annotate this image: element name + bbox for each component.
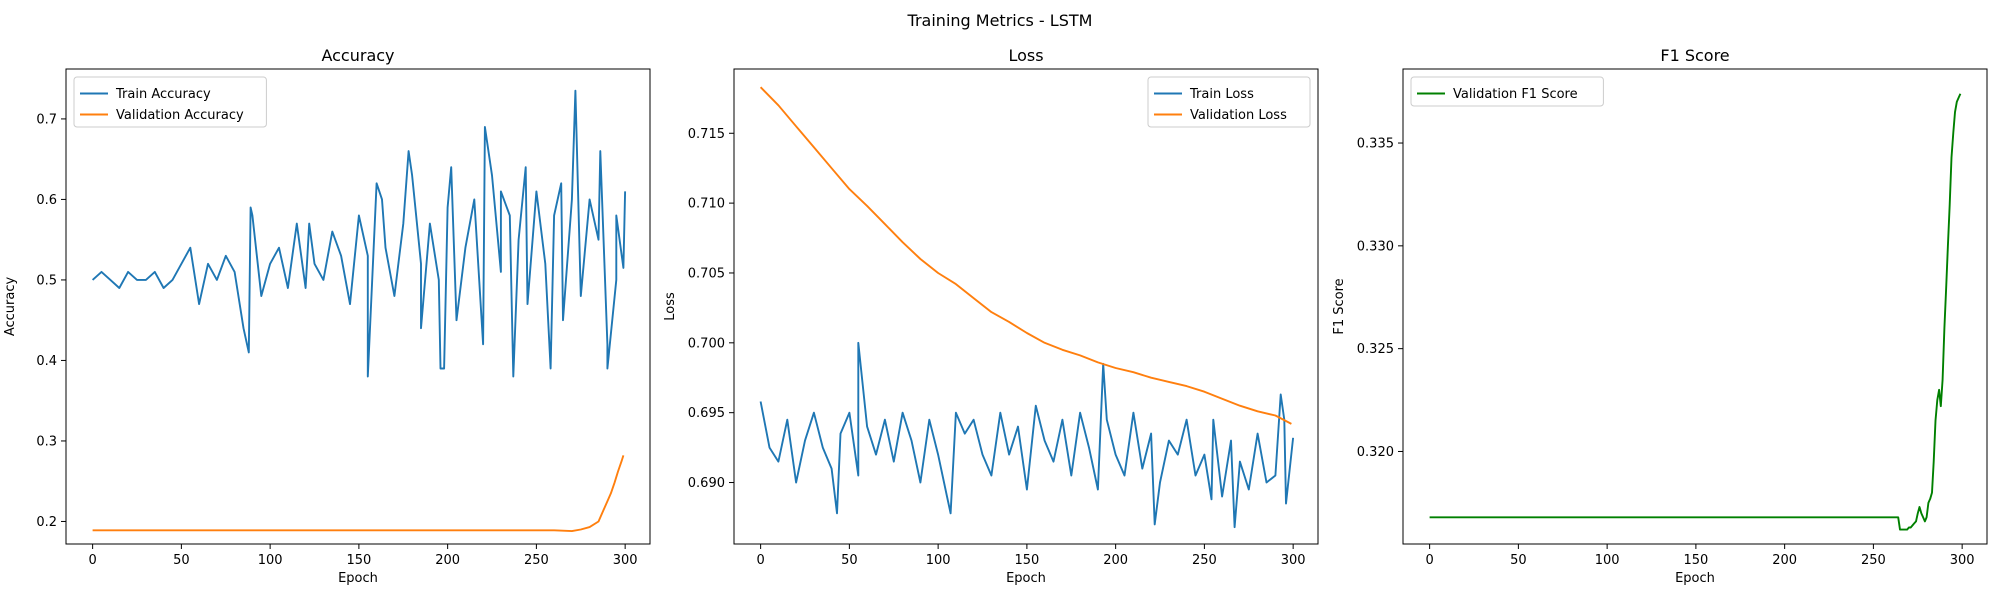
legend-label: Validation Accuracy [116, 108, 244, 123]
y-tick-label: 0.715 [688, 127, 725, 142]
x-tick-label: 250 [524, 553, 549, 568]
x-tick-label: 50 [841, 553, 858, 568]
x-tick-label: 300 [1281, 553, 1306, 568]
subplot-title: Accuracy [321, 46, 394, 65]
x-tick-label: 50 [173, 553, 190, 568]
y-tick-label: 0.3 [36, 434, 57, 449]
subplot-title: F1 Score [1660, 46, 1729, 65]
y-axis-label: Loss [663, 292, 678, 321]
y-tick-label: 0.335 [1357, 137, 1394, 152]
x-axis-label: Epoch [338, 571, 378, 586]
series-line-validation-accuracy [92, 455, 625, 533]
x-tick-label: 100 [926, 553, 951, 568]
x-tick-label: 100 [1595, 553, 1620, 568]
y-tick-label: 0.695 [688, 406, 725, 421]
y-tick-label: 0.710 [688, 197, 725, 212]
legend-label: Train Accuracy [115, 87, 211, 102]
series-line-train-loss [759, 341, 1295, 529]
legend: Train Loss Validation Loss [1147, 76, 1311, 128]
y-tick-label: 0.4 [36, 354, 57, 369]
x-tick-label: 300 [613, 553, 638, 568]
x-tick-label: 200 [435, 553, 460, 568]
y-tick-label: 0.700 [688, 336, 725, 351]
y-axis-label: F1 Score [1332, 278, 1347, 334]
x-tick-label: 100 [258, 553, 283, 568]
series-line-validation-loss [759, 86, 1292, 425]
series-line-train-accuracy [91, 89, 627, 378]
legend-box [1410, 76, 1604, 107]
x-tick-label: 0 [1425, 553, 1433, 568]
y-tick-label: 0.7 [36, 112, 57, 127]
x-tick-label: 200 [1772, 553, 1797, 568]
x-tick-label: 300 [1950, 553, 1975, 568]
x-tick-label: 0 [756, 553, 764, 568]
legend-box [73, 76, 267, 128]
x-axis-label: Epoch [1006, 571, 1046, 586]
subplot-2: F1 Score 0 50 100 150 200 250 300 0.320 0.325 0.33… [1332, 46, 1988, 586]
legend: Validation F1 Score [1410, 76, 1604, 107]
x-tick-label: 250 [1192, 553, 1217, 568]
y-tick-label: 0.705 [688, 266, 725, 281]
x-tick-label: 250 [1861, 553, 1886, 568]
legend-label: Validation Loss [1190, 108, 1287, 123]
subplot-0: Accuracy 0 50 100 150 200 250 300 0.2 0.3 0.4 0.5 0.… [3, 46, 651, 586]
axes-frame [65, 68, 651, 545]
x-axis-label: Epoch [1675, 571, 1715, 586]
y-tick-label: 0.325 [1357, 342, 1394, 357]
x-tick-label: 150 [346, 553, 371, 568]
legend-label: Validation F1 Score [1453, 87, 1578, 102]
subplot-title: Loss [1008, 46, 1043, 65]
x-tick-label: 200 [1103, 553, 1128, 568]
x-tick-label: 0 [88, 553, 96, 568]
axes-frame [1402, 68, 1988, 545]
figure-suptitle: Training Metrics - LSTM [907, 11, 1093, 30]
y-axis-label: Accuracy [3, 277, 18, 337]
x-tick-label: 50 [1510, 553, 1527, 568]
y-tick-label: 0.690 [688, 476, 725, 491]
legend-label: Train Loss [1189, 87, 1254, 102]
y-tick-label: 0.6 [36, 193, 57, 208]
x-tick-label: 150 [1683, 553, 1708, 568]
y-tick-label: 0.5 [36, 273, 57, 288]
legend: Train Accuracy Validation Accuracy [73, 76, 267, 128]
axes-frame [733, 68, 1319, 545]
legend-box [1147, 76, 1311, 128]
x-tick-label: 150 [1014, 553, 1039, 568]
series-line-validation-f1-score [1429, 93, 1962, 531]
y-tick-label: 0.320 [1357, 445, 1394, 460]
y-tick-label: 0.2 [36, 515, 57, 530]
y-tick-label: 0.330 [1357, 239, 1394, 254]
subplot-1: Loss 0 50 100 150 200 250 300 0.690 0.695 0.700 0.7… [663, 46, 1319, 586]
